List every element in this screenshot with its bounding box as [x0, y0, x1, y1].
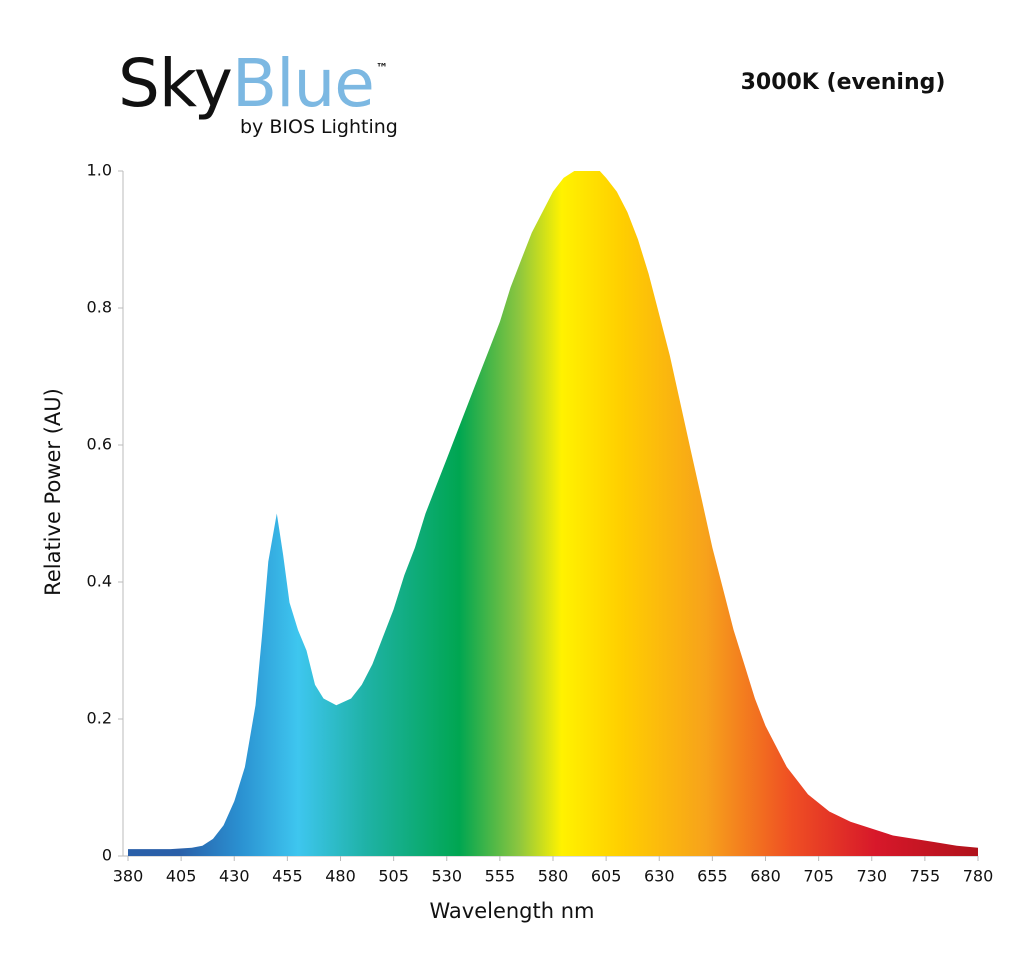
x-tick-label: 730 — [856, 867, 887, 886]
x-tick-label: 605 — [591, 867, 622, 886]
y-tick-label: 0.6 — [87, 435, 112, 454]
x-tick-label: 655 — [697, 867, 728, 886]
x-tick-label: 630 — [644, 867, 675, 886]
y-tick-label: 1.0 — [87, 161, 112, 180]
chart-title: 3000K (evening) — [741, 70, 946, 95]
x-tick-label: 480 — [325, 867, 356, 886]
x-tick-label: 755 — [910, 867, 941, 886]
y-tick-label: 0.8 — [87, 298, 112, 317]
x-axis-title: Wavelength nm — [429, 899, 594, 923]
x-tick-label: 505 — [378, 867, 409, 886]
logo-blue: Blue — [232, 45, 374, 122]
y-tick-label: 0.4 — [87, 572, 112, 591]
spectrum-area — [128, 171, 978, 856]
logo-trademark: ™ — [376, 61, 388, 75]
y-tick-label: 0.2 — [87, 709, 112, 728]
x-tick-label: 405 — [166, 867, 197, 886]
x-tick-label: 680 — [750, 867, 781, 886]
x-tick-label: 530 — [431, 867, 462, 886]
x-tick-label: 555 — [485, 867, 516, 886]
x-tick-label: 455 — [272, 867, 303, 886]
logo: SkyBlue — [118, 45, 374, 122]
x-tick-label: 380 — [113, 867, 144, 886]
y-axis-title: Relative Power (AU) — [41, 388, 65, 596]
logo-byline: by BIOS Lighting — [240, 116, 398, 138]
y-tick-label: 0 — [102, 846, 112, 865]
x-tick-label: 780 — [963, 867, 994, 886]
logo-sky: Sky — [118, 45, 232, 122]
x-tick-label: 705 — [803, 867, 834, 886]
x-tick-label: 580 — [538, 867, 569, 886]
x-tick-label: 430 — [219, 867, 250, 886]
